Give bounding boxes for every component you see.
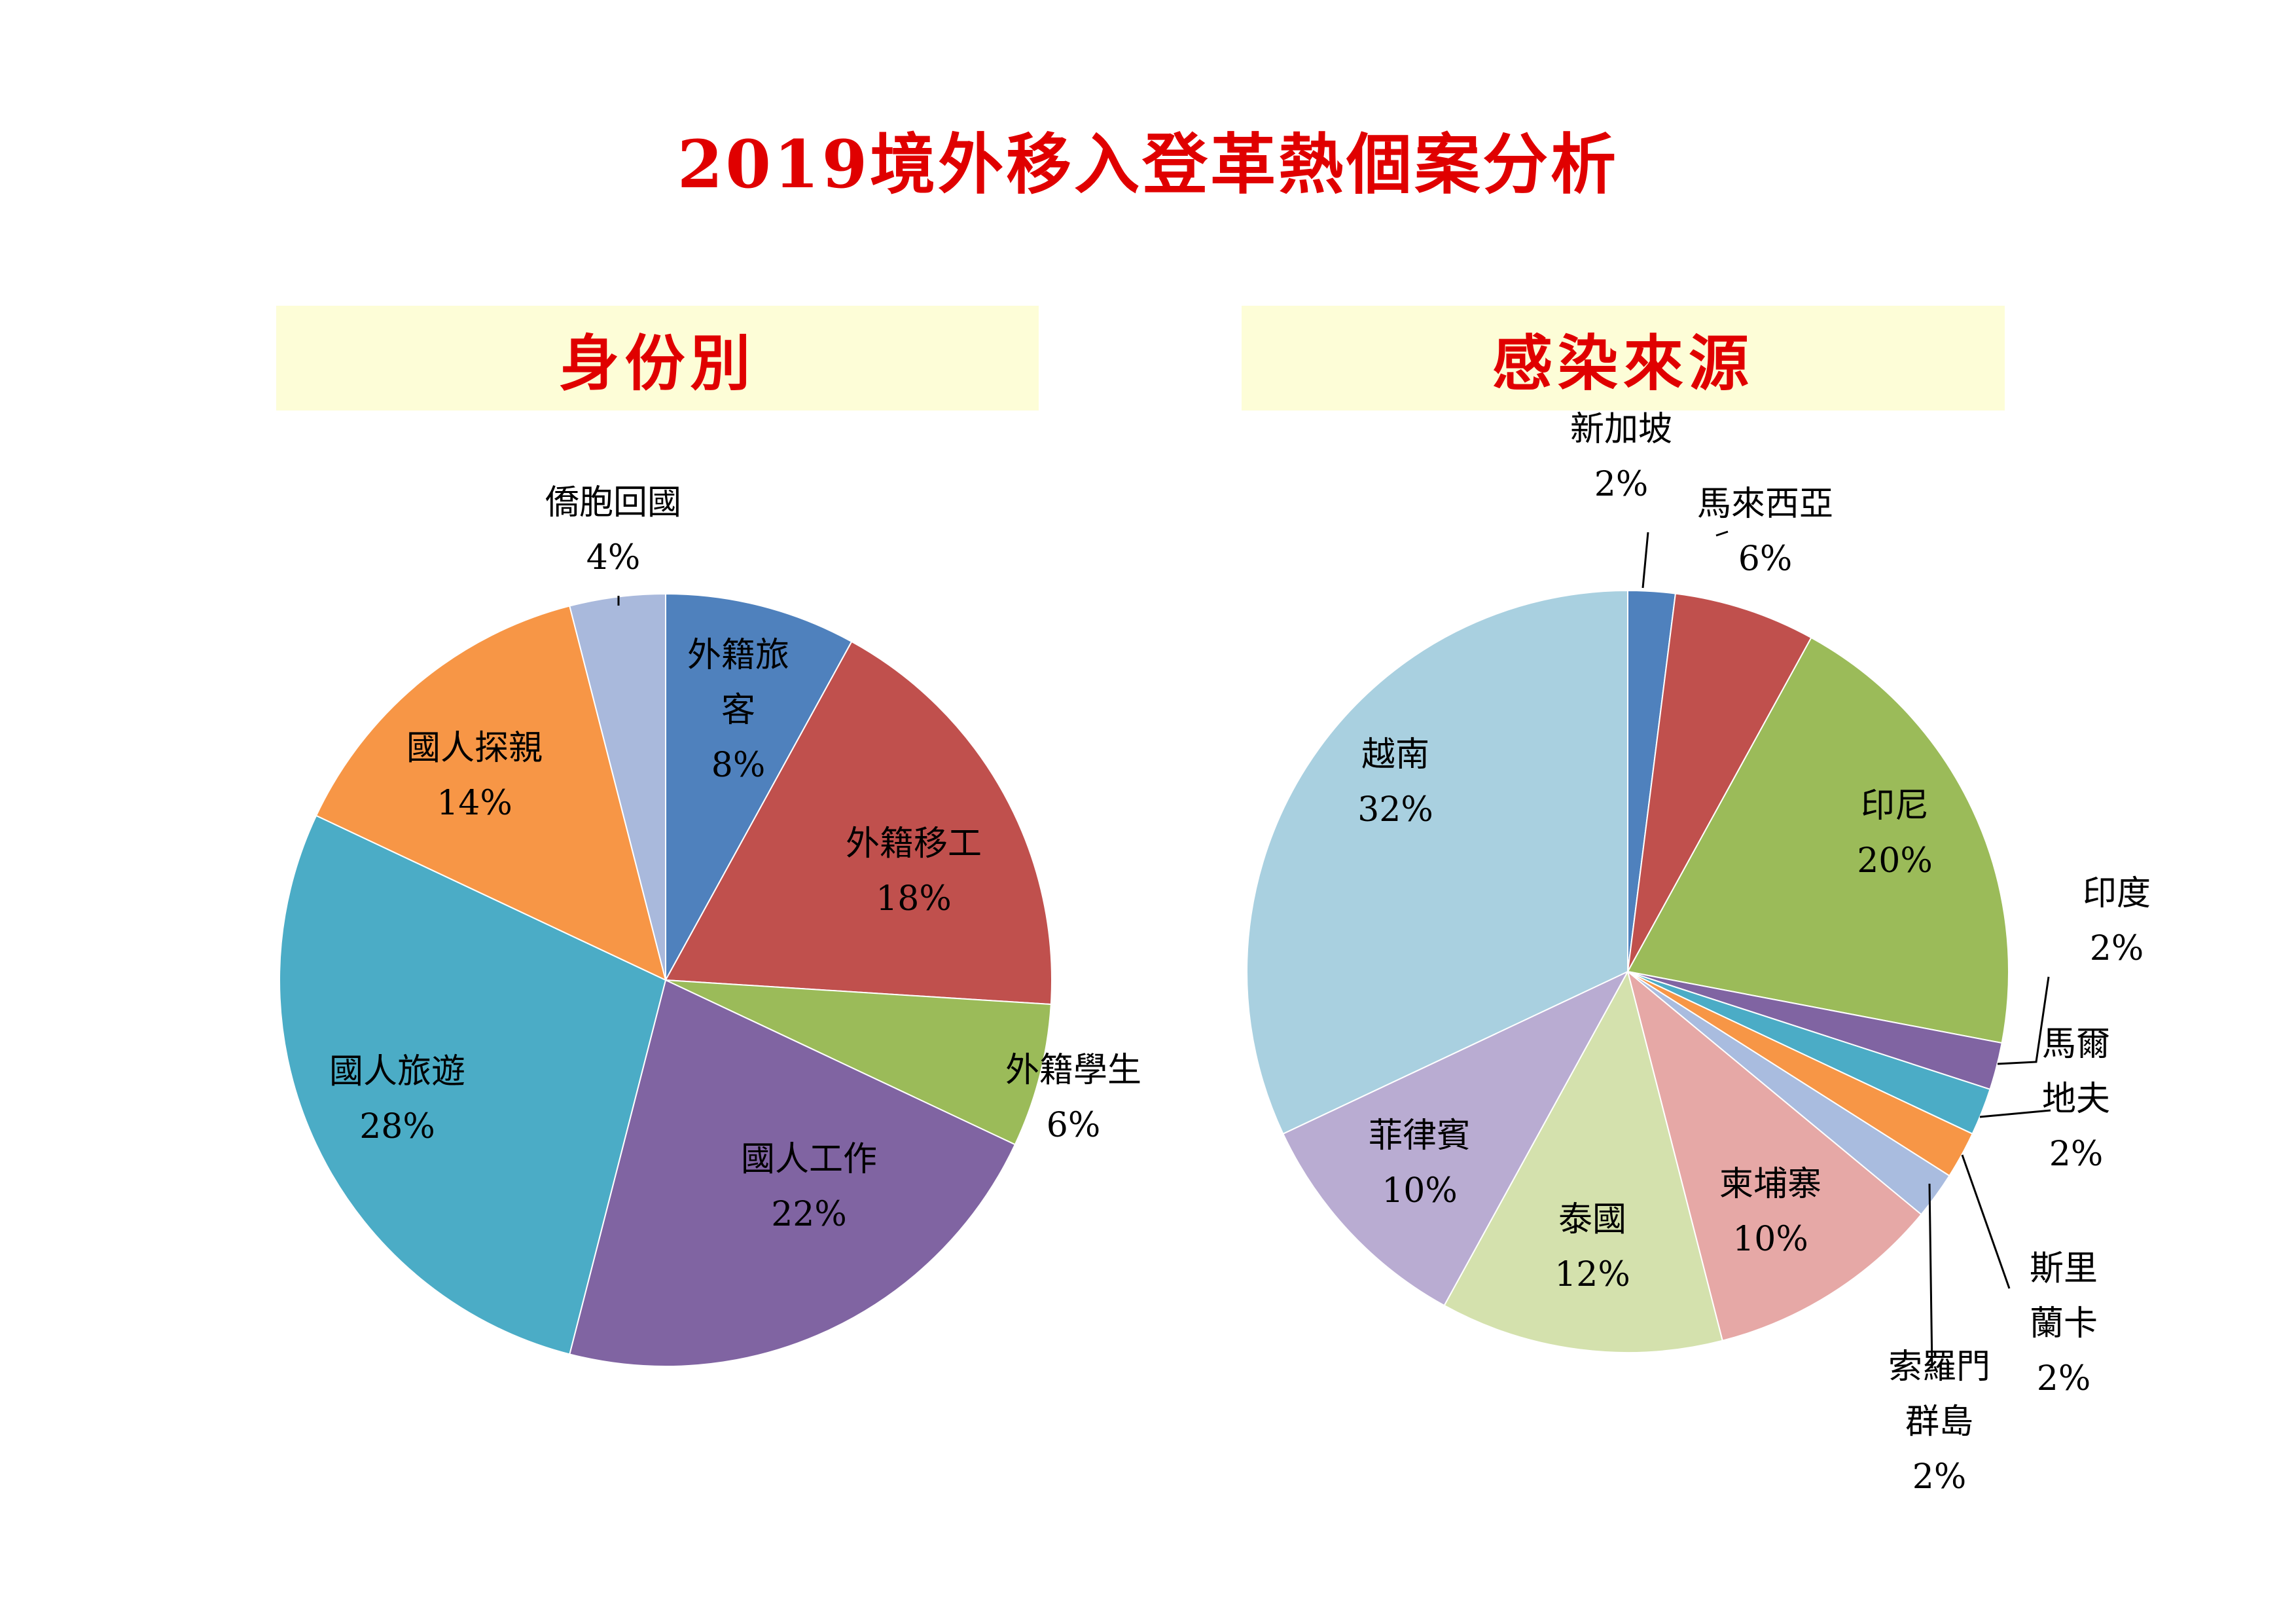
source-slice-percent-0: 2% <box>1594 465 1649 504</box>
source-slice-label-9-line-0: 菲律賓 <box>1369 1116 1471 1156</box>
source-slice-percent-3: 2% <box>2090 929 2144 968</box>
identity-slice-5 <box>315 605 667 981</box>
source-slice-label-3-line-0: 印度 <box>2083 874 2151 913</box>
identity-slice-label-5-line-0: 國人探親 <box>406 729 543 768</box>
identity-slice-percent-2: 6% <box>1047 1106 1101 1145</box>
identity-slice-percent-5: 14% <box>437 784 512 823</box>
page-title: 2019境外移入登革熱個案分析 <box>677 126 1619 203</box>
source-leader-line-5 <box>1961 1154 2011 1289</box>
source-slice-percent-6: 2% <box>1912 1457 1967 1497</box>
source-slice-label-6-line-1: 群島 <box>1905 1402 1973 1442</box>
identity-slice-label-0-line-0: 外籍旅 <box>687 636 789 675</box>
identity-slice-0 <box>665 593 853 981</box>
identity-slice-3 <box>569 979 1016 1367</box>
source-slice-percent-1: 6% <box>1738 539 1793 579</box>
identity-slice-label-4-line-0: 國人旅遊 <box>329 1052 465 1091</box>
identity-slice-label-6-line-0: 僑胞回國 <box>545 483 681 522</box>
identity-slice-4 <box>278 814 667 1355</box>
identity-slice-percent-0: 8% <box>711 746 766 785</box>
source-slice-label-10-line-0: 越南 <box>1361 735 1429 775</box>
identity-slice-label-3-line-0: 國人工作 <box>741 1140 877 1179</box>
source-slice-percent-9: 10% <box>1382 1171 1458 1211</box>
source-slice-10 <box>1246 589 1628 1135</box>
source-slice-label-5-line-0: 斯里 <box>2030 1249 2098 1288</box>
source-slice-label-7-line-0: 柬埔寨 <box>1719 1165 1821 1204</box>
source-slice-7 <box>1626 970 1922 1341</box>
identity-chart-title: 身份別 <box>276 306 1039 410</box>
source-slice-label-6-line-0: 索羅門 <box>1888 1347 1990 1387</box>
source-slice-percent-4: 2% <box>2049 1135 2104 1174</box>
identity-slice-percent-1: 18% <box>876 879 952 919</box>
source-slice-percent-8: 12% <box>1554 1255 1630 1294</box>
identity-slice-6 <box>569 593 666 981</box>
source-leader-line-1 <box>1715 530 1729 537</box>
source-chart-title: 感染來源 <box>1242 306 2005 410</box>
identity-slice-2 <box>665 979 1052 1146</box>
source-slice-label-8-line-0: 泰國 <box>1558 1200 1626 1239</box>
identity-slice-1 <box>664 640 1052 1006</box>
identity-slice-label-0-line-1: 客 <box>721 691 755 730</box>
identity-slice-percent-3: 22% <box>771 1195 847 1234</box>
source-slice-percent-2: 20% <box>1857 841 1933 881</box>
identity-slice-label-1-line-0: 外籍移工 <box>846 824 982 864</box>
source-slice-label-5-line-1: 蘭卡 <box>2030 1304 2098 1343</box>
source-leader-line-4 <box>1979 1109 2051 1118</box>
source-slice-2 <box>1626 636 2009 1044</box>
source-leader-line-0 <box>1641 532 1649 589</box>
source-slice-percent-10: 32% <box>1357 790 1433 830</box>
source-slice-label-2-line-0: 印尼 <box>1861 786 1929 826</box>
source-slice-percent-7: 10% <box>1732 1220 1808 1259</box>
source-leader-line-3 <box>1997 976 2050 1065</box>
source-leader-line-6 <box>1928 1183 1933 1369</box>
identity-slice-percent-6: 4% <box>586 538 641 577</box>
source-slice-label-4-line-0: 馬爾 <box>2042 1025 2110 1064</box>
source-slice-percent-5: 2% <box>2037 1359 2091 1398</box>
source-slice-9 <box>1282 970 1630 1307</box>
source-slice-label-4-line-1: 地夫 <box>2042 1080 2110 1119</box>
source-slice-label-1-line-0: 馬來西亞 <box>1697 484 1833 524</box>
source-slice-8 <box>1443 970 1723 1353</box>
source-slice-1 <box>1627 593 1812 972</box>
identity-slice-percent-4: 28% <box>359 1107 435 1146</box>
source-slice-label-0-line-0: 新加坡 <box>1570 410 1672 449</box>
identity-slice-label-2-line-0: 外籍學生 <box>1005 1051 1141 1090</box>
